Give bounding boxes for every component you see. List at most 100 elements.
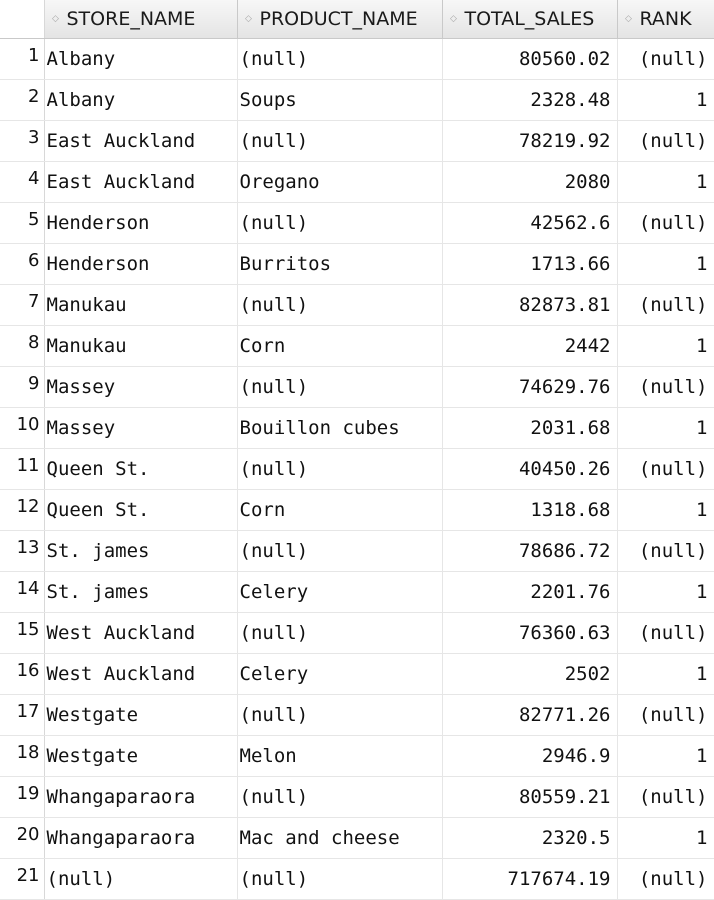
cell-rank[interactable]: (null) <box>617 366 714 408</box>
sort-icon[interactable]: ◇ <box>625 13 632 24</box>
row-number[interactable]: 21 <box>0 858 45 900</box>
row-number[interactable]: 1 <box>0 38 45 80</box>
cell-rank[interactable]: 1 <box>617 243 714 285</box>
table-row[interactable]: 3 East Auckland (null) 78219.92 (null) <box>0 120 714 162</box>
cell-product-name[interactable]: (null) <box>237 694 443 736</box>
cell-product-name[interactable]: Celery <box>237 571 443 613</box>
row-number[interactable]: 9 <box>0 366 45 408</box>
column-header-rank[interactable]: ◇ RANK <box>617 0 714 39</box>
table-row[interactable]: 17 Westgate (null) 82771.26 (null) <box>0 694 714 736</box>
row-number[interactable]: 13 <box>0 530 45 572</box>
cell-total-sales[interactable]: 1713.66 <box>442 243 618 285</box>
table-row[interactable]: 2 Albany Soups 2328.48 1 <box>0 79 714 121</box>
cell-rank[interactable]: (null) <box>617 448 714 490</box>
cell-store-name[interactable]: Queen St. <box>44 489 238 531</box>
cell-product-name[interactable]: Corn <box>237 325 443 367</box>
cell-total-sales[interactable]: 2442 <box>442 325 618 367</box>
table-row[interactable]: 10 Massey Bouillon cubes 2031.68 1 <box>0 407 714 449</box>
cell-store-name[interactable]: Henderson <box>44 202 238 244</box>
cell-store-name[interactable]: Queen St. <box>44 448 238 490</box>
sort-icon[interactable]: ◇ <box>450 13 457 24</box>
cell-product-name[interactable]: (null) <box>237 120 443 162</box>
cell-rank[interactable]: (null) <box>617 202 714 244</box>
cell-store-name[interactable]: Whangaparaora <box>44 817 238 859</box>
table-row[interactable]: 5 Henderson (null) 42562.6 (null) <box>0 202 714 244</box>
cell-total-sales[interactable]: 78686.72 <box>442 530 618 572</box>
cell-product-name[interactable]: (null) <box>237 776 443 818</box>
cell-store-name[interactable]: West Auckland <box>44 612 238 654</box>
column-header-store-name[interactable]: ◇ STORE_NAME <box>44 0 238 39</box>
row-number[interactable]: 18 <box>0 735 45 777</box>
row-number[interactable]: 6 <box>0 243 45 285</box>
cell-product-name[interactable]: (null) <box>237 202 443 244</box>
cell-store-name[interactable]: (null) <box>44 858 238 900</box>
cell-product-name[interactable]: (null) <box>237 366 443 408</box>
cell-store-name[interactable]: Whangaparaora <box>44 776 238 818</box>
table-row[interactable]: 16 West Auckland Celery 2502 1 <box>0 653 714 695</box>
cell-rank[interactable]: 1 <box>617 571 714 613</box>
cell-store-name[interactable]: Massey <box>44 407 238 449</box>
cell-product-name[interactable]: Celery <box>237 653 443 695</box>
cell-product-name[interactable]: Soups <box>237 79 443 121</box>
table-row[interactable]: 4 East Auckland Oregano 2080 1 <box>0 161 714 203</box>
cell-store-name[interactable]: East Auckland <box>44 120 238 162</box>
cell-rank[interactable]: (null) <box>617 694 714 736</box>
cell-rank[interactable]: 1 <box>617 161 714 203</box>
sort-icon[interactable]: ◇ <box>52 13 59 24</box>
cell-product-name[interactable]: (null) <box>237 530 443 572</box>
cell-store-name[interactable]: Henderson <box>44 243 238 285</box>
row-number[interactable]: 16 <box>0 653 45 695</box>
column-header-product-name[interactable]: ◇ PRODUCT_NAME <box>237 0 443 39</box>
cell-rank[interactable]: (null) <box>617 120 714 162</box>
row-number[interactable]: 7 <box>0 284 45 326</box>
cell-store-name[interactable]: St. james <box>44 571 238 613</box>
table-row[interactable]: 9 Massey (null) 74629.76 (null) <box>0 366 714 408</box>
cell-total-sales[interactable]: 2080 <box>442 161 618 203</box>
cell-product-name[interactable]: (null) <box>237 38 443 80</box>
table-row[interactable]: 13 St. james (null) 78686.72 (null) <box>0 530 714 572</box>
row-number[interactable]: 20 <box>0 817 45 859</box>
table-row[interactable]: 1 Albany (null) 80560.02 (null) <box>0 38 714 80</box>
row-number[interactable]: 12 <box>0 489 45 531</box>
cell-store-name[interactable]: St. james <box>44 530 238 572</box>
cell-product-name[interactable]: (null) <box>237 612 443 654</box>
cell-total-sales[interactable]: 2320.5 <box>442 817 618 859</box>
cell-rank[interactable]: 1 <box>617 325 714 367</box>
cell-store-name[interactable]: East Auckland <box>44 161 238 203</box>
row-number-header[interactable] <box>0 0 45 39</box>
table-row[interactable]: 8 Manukau Corn 2442 1 <box>0 325 714 367</box>
cell-store-name[interactable]: Albany <box>44 79 238 121</box>
table-row[interactable]: 20 Whangaparaora Mac and cheese 2320.5 1 <box>0 817 714 859</box>
cell-total-sales[interactable]: 2328.48 <box>442 79 618 121</box>
cell-rank[interactable]: (null) <box>617 612 714 654</box>
cell-total-sales[interactable]: 42562.6 <box>442 202 618 244</box>
cell-total-sales[interactable]: 2946.9 <box>442 735 618 777</box>
cell-store-name[interactable]: Westgate <box>44 735 238 777</box>
cell-rank[interactable]: 1 <box>617 79 714 121</box>
row-number[interactable]: 14 <box>0 571 45 613</box>
cell-store-name[interactable]: Manukau <box>44 284 238 326</box>
cell-store-name[interactable]: Manukau <box>44 325 238 367</box>
cell-rank[interactable]: 1 <box>617 735 714 777</box>
table-row[interactable]: 7 Manukau (null) 82873.81 (null) <box>0 284 714 326</box>
cell-store-name[interactable]: Albany <box>44 38 238 80</box>
cell-product-name[interactable]: Oregano <box>237 161 443 203</box>
cell-product-name[interactable]: Mac and cheese <box>237 817 443 859</box>
sort-icon[interactable]: ◇ <box>245 13 252 24</box>
table-row[interactable]: 14 St. james Celery 2201.76 1 <box>0 571 714 613</box>
cell-product-name[interactable]: (null) <box>237 284 443 326</box>
table-row[interactable]: 11 Queen St. (null) 40450.26 (null) <box>0 448 714 490</box>
cell-product-name[interactable]: Corn <box>237 489 443 531</box>
cell-product-name[interactable]: Bouillon cubes <box>237 407 443 449</box>
row-number[interactable]: 2 <box>0 79 45 121</box>
table-row[interactable]: 21 (null) (null) 717674.19 (null) <box>0 858 714 900</box>
cell-product-name[interactable]: Melon <box>237 735 443 777</box>
cell-total-sales[interactable]: 717674.19 <box>442 858 618 900</box>
cell-product-name[interactable]: (null) <box>237 448 443 490</box>
cell-total-sales[interactable]: 76360.63 <box>442 612 618 654</box>
row-number[interactable]: 15 <box>0 612 45 654</box>
table-row[interactable]: 12 Queen St. Corn 1318.68 1 <box>0 489 714 531</box>
row-number[interactable]: 11 <box>0 448 45 490</box>
row-number[interactable]: 4 <box>0 161 45 203</box>
cell-rank[interactable]: (null) <box>617 858 714 900</box>
